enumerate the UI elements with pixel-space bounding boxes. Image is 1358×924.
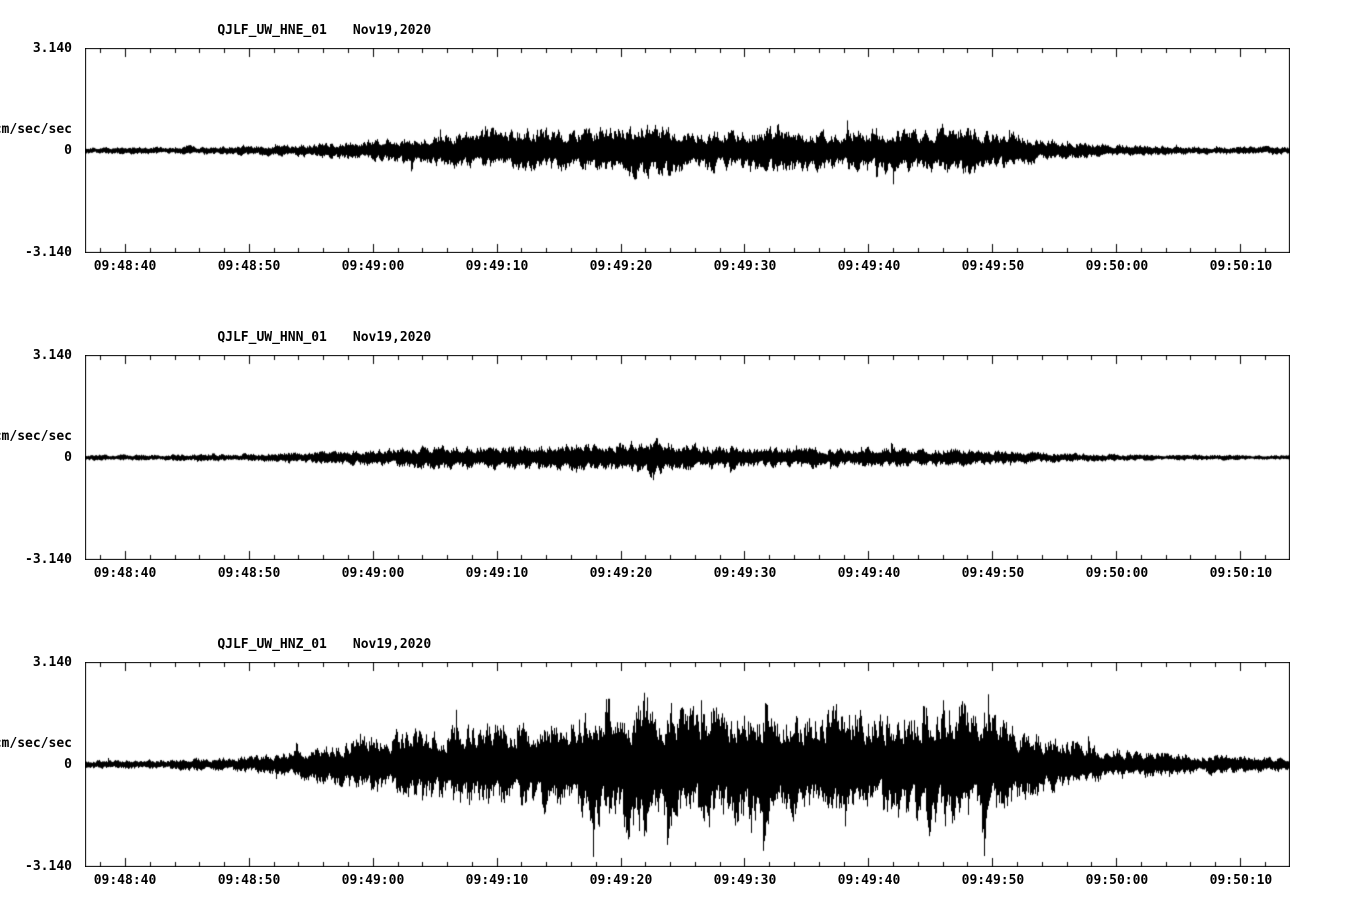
x-tick-label: 09:49:20: [589, 873, 653, 888]
seismogram-canvas-hnz: [85, 662, 1290, 867]
y-axis: 3.140 cm/sec/sec 0 -3.140: [0, 348, 76, 567]
station-label: QJLF_UW_HNZ_01: [217, 637, 327, 652]
x-tick-label: 09:49:30: [713, 873, 777, 888]
plot-box: [85, 48, 1290, 253]
date-label: Nov19,2020: [352, 637, 432, 652]
plot-box: [85, 355, 1290, 560]
seismogram-canvas-hnn: [85, 355, 1290, 560]
x-tick-label: 09:50:00: [1085, 566, 1149, 581]
x-axis-labels: 09:48:40 09:48:50 09:49:00 09:49:10 09:49:20…: [85, 259, 1290, 277]
y-max-label: 3.140: [32, 655, 72, 670]
x-tick-label: 09:48:50: [217, 259, 281, 274]
x-tick-label: 09:48:40: [93, 259, 157, 274]
x-tick-label: 09:50:10: [1209, 259, 1273, 274]
y-max-label: 3.140: [32, 348, 72, 363]
x-tick-label: 09:48:50: [217, 566, 281, 581]
y-zero-label: 0: [64, 449, 72, 465]
y-zero-label: 0: [64, 756, 72, 772]
seismogram-panel-hnz: QJLF_UW_HNZ_01 Nov19,2020 3.140 cm/sec/se…: [0, 622, 1358, 922]
x-tick-label: 09:49:10: [465, 259, 529, 274]
y-min-label: -3.140: [25, 245, 72, 260]
panel-title: QJLF_UW_HNN_01 Nov19,2020: [186, 315, 431, 360]
x-tick-label: 09:50:00: [1085, 259, 1149, 274]
station-label: QJLF_UW_HNE_01: [217, 23, 327, 38]
panel-title: QJLF_UW_HNZ_01 Nov19,2020: [186, 622, 431, 667]
station-label: QJLF_UW_HNN_01: [217, 330, 327, 345]
x-tick-label: 09:48:50: [217, 873, 281, 888]
x-tick-label: 09:49:50: [961, 259, 1025, 274]
y-zero-label: 0: [64, 142, 72, 158]
date-label: Nov19,2020: [352, 23, 432, 38]
x-tick-label: 09:49:20: [589, 566, 653, 581]
panel-title: QJLF_UW_HNE_01 Nov19,2020: [186, 8, 431, 53]
x-tick-label: 09:49:10: [465, 873, 529, 888]
x-tick-label: 09:49:50: [961, 566, 1025, 581]
seismogram-canvas-hne: [85, 48, 1290, 253]
x-tick-label: 09:50:00: [1085, 873, 1149, 888]
y-min-label: -3.140: [25, 859, 72, 874]
x-tick-label: 09:49:00: [341, 873, 405, 888]
y-unit-label: cm/sec/sec: [0, 121, 72, 137]
x-tick-label: 09:50:10: [1209, 566, 1273, 581]
date-label: Nov19,2020: [352, 330, 432, 345]
seismogram-panel-hnn: QJLF_UW_HNN_01 Nov19,2020 3.140 cm/sec/se…: [0, 315, 1358, 615]
plot-box: [85, 662, 1290, 867]
x-tick-label: 09:49:40: [837, 566, 901, 581]
x-tick-label: 09:49:00: [341, 566, 405, 581]
x-axis-labels: 09:48:40 09:48:50 09:49:00 09:49:10 09:49:20…: [85, 566, 1290, 584]
x-tick-label: 09:49:30: [713, 259, 777, 274]
x-tick-label: 09:49:40: [837, 259, 901, 274]
y-axis: 3.140 cm/sec/sec 0 -3.140: [0, 41, 76, 260]
x-tick-label: 09:50:10: [1209, 873, 1273, 888]
y-min-label: -3.140: [25, 552, 72, 567]
x-tick-label: 09:49:40: [837, 873, 901, 888]
x-tick-label: 09:49:20: [589, 259, 653, 274]
seismogram-panel-hne: QJLF_UW_HNE_01 Nov19,2020 3.140 cm/sec/se…: [0, 8, 1358, 308]
x-axis-labels: 09:48:40 09:48:50 09:49:00 09:49:10 09:49:20…: [85, 873, 1290, 891]
x-tick-label: 09:48:40: [93, 873, 157, 888]
x-tick-label: 09:48:40: [93, 566, 157, 581]
x-tick-label: 09:49:00: [341, 259, 405, 274]
y-unit-label: cm/sec/sec: [0, 735, 72, 751]
x-tick-label: 09:49:10: [465, 566, 529, 581]
x-tick-label: 09:49:50: [961, 873, 1025, 888]
y-max-label: 3.140: [32, 41, 72, 56]
y-axis: 3.140 cm/sec/sec 0 -3.140: [0, 655, 76, 874]
x-tick-label: 09:49:30: [713, 566, 777, 581]
y-unit-label: cm/sec/sec: [0, 428, 72, 444]
